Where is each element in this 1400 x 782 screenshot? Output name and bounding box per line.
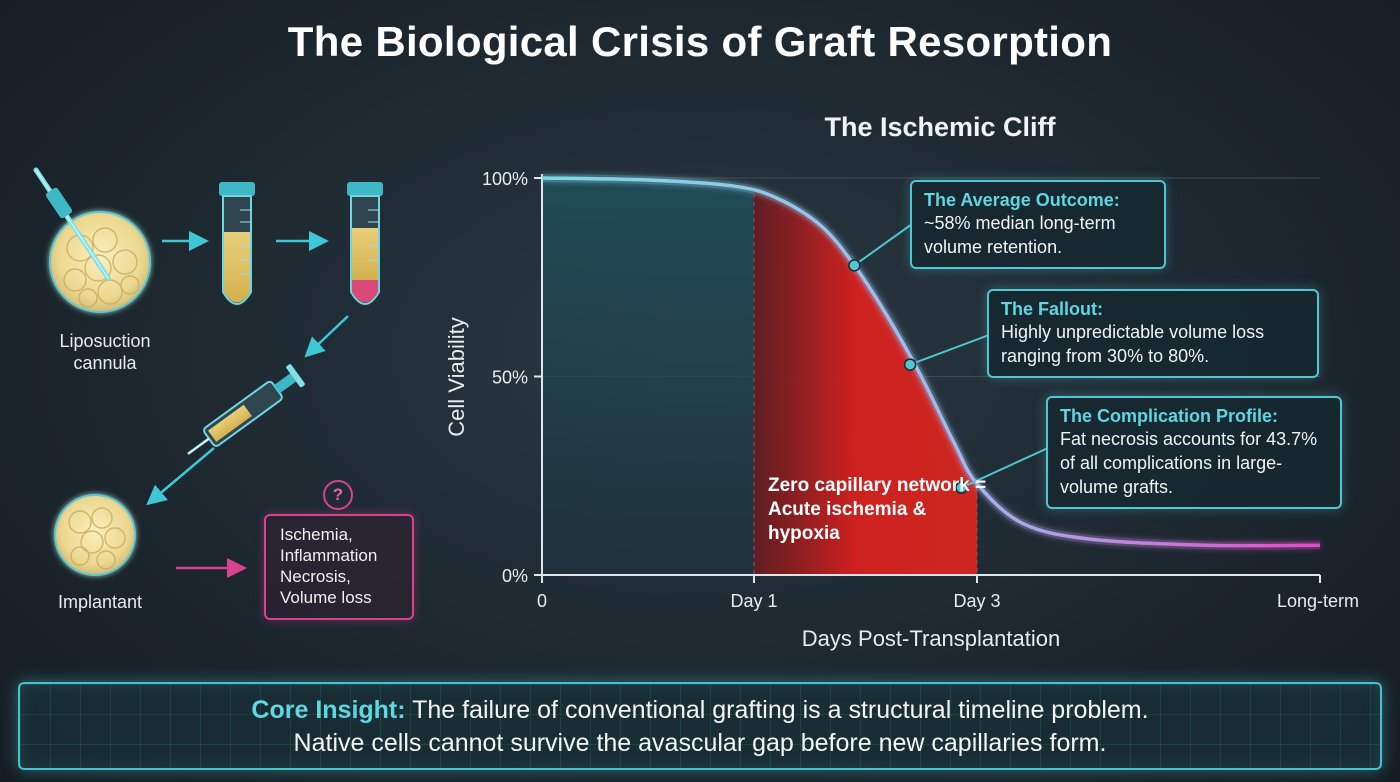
y-tick-label: 100% [482, 169, 528, 189]
pre-ischemia-area [542, 178, 754, 575]
insight-line-2: Native cells cannot survive the avascula… [293, 729, 1107, 757]
implant-label: Implantant [57, 592, 143, 612]
separated-tube-icon [347, 182, 383, 305]
syringe-icon [187, 364, 305, 455]
insight-lead: Core Insight: [251, 696, 406, 724]
question-icon: ? [323, 480, 353, 510]
chart-axes [541, 174, 1320, 576]
y-tick-label: 0% [502, 566, 528, 586]
callout-fallout: The Fallout: Highly unpredictable volume… [987, 289, 1319, 378]
callout-text: Fat necrosis accounts for 43.7% of all c… [1060, 429, 1318, 497]
chart-areas [542, 178, 978, 575]
cannula-icon [33, 167, 111, 281]
y-tick-label: 50% [492, 368, 528, 388]
annotation-leader [960, 447, 1049, 489]
core-insight-banner: Core Insight: The failure of conventiona… [18, 682, 1382, 770]
callout-title: The Fallout: [1001, 299, 1103, 319]
insight-text-1: The failure of conventional grafting is … [412, 696, 1149, 724]
callout-text: Highly unpredictable volume loss ranging… [1001, 322, 1265, 366]
x-tick-label: 0 [537, 591, 547, 611]
process-illustration [33, 167, 383, 578]
viability-curve [541, 174, 1321, 550]
x-tick-label: Day 1 [730, 591, 777, 611]
x-axis-label: Days Post-Transplantation [802, 626, 1060, 651]
implanted-fat-icon [54, 494, 136, 576]
annotation-leader [909, 334, 990, 366]
curve-line [541, 176, 1321, 548]
outcome-item: Volume loss [280, 588, 372, 607]
callout-title: The Complication Profile: [1060, 406, 1279, 426]
harvest-label: Liposuction cannula [59, 331, 151, 373]
callout-text: ~58% median long-term volume retention. [924, 213, 1116, 257]
ischemic-zone-label: Zero capillary network = Acute ischemia … [768, 475, 987, 544]
viability-chart: 100% 50% 0% 0 Day 1 Day 3 Long-term Days Post-T… [444, 169, 1359, 651]
chart-title: The Ischemic Cliff [824, 112, 1056, 142]
outcome-item: Ischemia, [280, 525, 353, 544]
outcome-item: Necrosis, [280, 567, 351, 586]
x-tick-label: Day 3 [953, 591, 1000, 611]
callout-complication-profile: The Complication Profile: Fat necrosis a… [1046, 396, 1342, 509]
annotation-point [848, 259, 861, 272]
outcome-item: Inflammation [280, 546, 378, 565]
insight-line-1: Core Insight: The failure of conventiona… [20, 694, 1380, 727]
annotation-leader [853, 223, 913, 267]
page-title: The Biological Crisis of Graft Resorptio… [287, 18, 1113, 65]
annotation-point [955, 481, 968, 494]
annotation-leaders [848, 223, 1049, 494]
chart-ticks: 100% 50% 0% 0 Day 1 Day 3 Long-term Days Post-T… [444, 169, 1359, 651]
callout-title: The Average Outcome: [924, 190, 1120, 210]
annotation-point [903, 358, 917, 371]
x-tick-label: Long-term [1277, 591, 1359, 611]
callout-average-outcome: The Average Outcome: ~58% median long-te… [910, 180, 1166, 269]
y-axis-label: Cell Viability [444, 317, 469, 436]
outcomes-box: Ischemia, Inflammation Necrosis, Volume … [264, 514, 414, 620]
centrifuge-tube-icon [219, 182, 255, 305]
